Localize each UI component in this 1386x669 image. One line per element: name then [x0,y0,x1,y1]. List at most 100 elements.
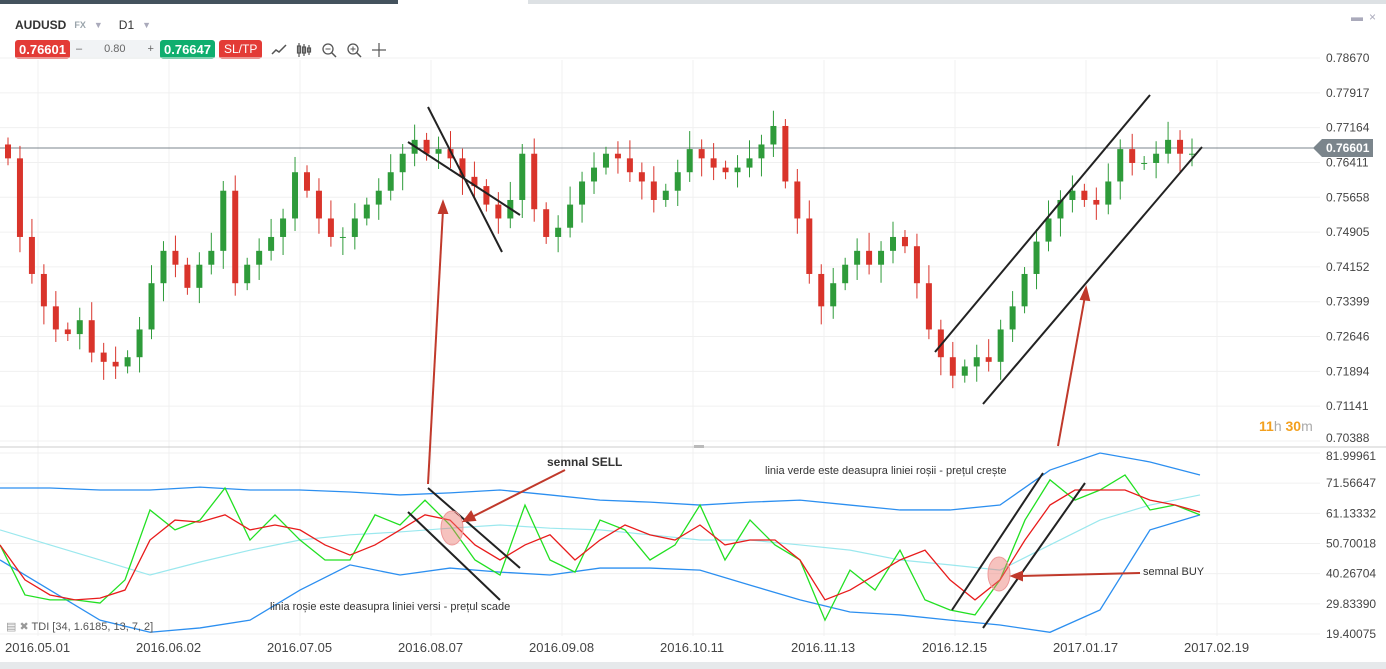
minimize-icon[interactable]: ▬ [1350,10,1363,24]
sltp-button[interactable]: SL/TP [219,40,263,59]
candle-bearish [459,158,466,177]
candle-bullish [854,250,861,265]
candle-bullish [363,204,370,219]
buy-cross-highlight [987,556,1011,592]
candle-bearish [40,273,47,307]
candle-bullish [76,320,83,335]
zoom-out-icon[interactable] [321,42,337,58]
price-tick-label: 0.74905 [1326,225,1370,239]
candle-bearish [495,204,502,219]
candle-bullish [1009,306,1016,330]
zoom-in-icon[interactable] [346,42,362,58]
candle-bullish [375,190,382,205]
chevron-down-icon[interactable]: ▼ [93,20,103,30]
candle-bearish [5,144,11,159]
candle-bearish [794,181,801,219]
indicator-label: ▤ ✖ TDI [34, 1.6185, 13, 7, 2] [6,620,153,633]
countdown-minutes: 30 [1285,418,1302,434]
tdi-tick-label: 19.40075 [1326,627,1376,641]
candle-bearish [315,190,322,219]
candle-bullish [1033,241,1040,274]
candles [5,110,1195,389]
candle-bullish [579,181,586,205]
candle-bearish [172,250,179,265]
candle-bearish [423,139,430,154]
date-label: 2016.09.08 [529,640,595,655]
price-tick-label: 0.78670 [1326,51,1370,65]
candle-bearish [925,283,932,330]
lot-value[interactable]: 0.80 [104,43,126,55]
date-label: 2017.01.17 [1053,640,1119,655]
tdi-middle-band [0,494,1201,576]
buy-signal-label: semnal BUY [1143,566,1205,578]
candle-bullish [555,227,562,237]
timeframe-selector[interactable]: D1 [118,18,135,32]
price-axis: 0.78670 0.77917 0.77164 0.76411 0.75658 0.749… [1326,51,1370,445]
lot-stepper[interactable]: – 0.80 + [70,40,160,59]
top-bar-right [528,0,1386,4]
price-tick-label: 0.77917 [1326,86,1370,100]
candle-bullish [662,190,669,200]
tdi-axis: 81.99961 71.56647 61.13332 50.70018 40.26704… [1326,449,1376,641]
candle-bearish [818,273,825,307]
candle-bullish [435,149,442,154]
candle-bearish [638,172,645,182]
candle-bullish [758,144,765,159]
candle-bullish [1153,153,1160,163]
market-label: FX [74,20,86,30]
candle-bullish [220,190,227,251]
tdi-buy-line [982,482,1086,629]
candle-bearish [626,158,633,173]
candle-bullish [686,149,693,173]
candle-bullish [734,167,741,173]
candle-bullish [280,218,287,237]
price-tick-label: 0.71894 [1326,364,1370,378]
chevron-down-icon[interactable]: ▼ [142,20,152,30]
candle-bullish [351,218,358,237]
arrow-head-icon [461,510,477,523]
arrow-head-icon [437,199,449,214]
indicator-menu-icon[interactable]: ▤ ✖ [6,621,29,633]
sell-button[interactable]: 0.76601 [15,40,70,59]
candle-bearish [483,186,490,205]
buy-channel-line [982,146,1203,405]
buy-channel-line [934,94,1151,353]
tdi-tick-label: 81.99961 [1326,449,1376,463]
candle-bearish [901,236,908,247]
crosshair-icon[interactable] [371,42,387,58]
candle-bearish [722,167,729,173]
sell-cross-highlight [440,510,464,546]
candle-bullish [997,329,1004,362]
symbol-selector[interactable]: AUDUSD [15,18,67,32]
date-label: 2016.12.15 [922,640,988,655]
candle-bullish [519,153,526,200]
tdi-indicator [0,452,1201,633]
candles-icon[interactable] [296,42,312,58]
trade-toolbar: 0.76601 – 0.80 + 0.76647 SL/TP [15,40,387,59]
close-icon[interactable]: × [1368,10,1376,24]
arrow-head-icon [1079,284,1091,302]
candle-bullish [148,283,155,330]
window-controls: ▬ × [1351,10,1376,24]
price-tick-label: 0.75658 [1326,190,1370,204]
line-chart-icon[interactable] [271,42,287,58]
candle-bearish [698,149,705,159]
annotations [407,94,1203,629]
date-label: 2016.05.01 [5,640,71,655]
candle-bearish [303,172,310,191]
decrease-button[interactable]: – [76,43,83,55]
date-label: 2016.10.11 [660,640,725,655]
candle-bearish [1177,139,1184,154]
arrow-line [1057,295,1086,447]
increase-button[interactable]: + [147,43,154,55]
candle-bullish [1069,190,1076,200]
candle-bearish [710,158,717,168]
indicator-name[interactable]: TDI [34, 1.6185, 13, 7, 2] [31,621,154,633]
date-label: 2016.07.05 [267,640,333,655]
date-label: 2017.02.19 [1184,640,1250,655]
arrow-line [1019,572,1141,577]
tdi-tick-label: 61.13332 [1326,506,1376,520]
panel-resize-handle[interactable] [694,445,704,448]
buy-button[interactable]: 0.76647 [160,40,215,59]
